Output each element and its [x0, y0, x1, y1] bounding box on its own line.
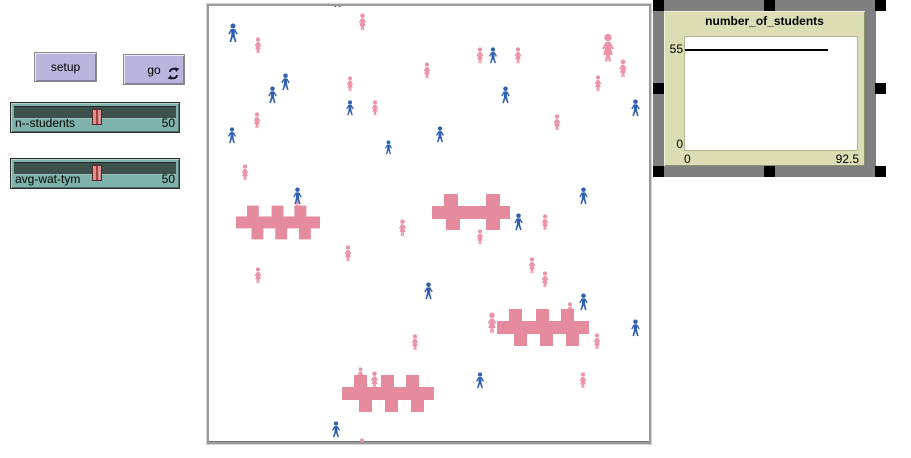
student-girl [409, 334, 421, 351]
student-boy [499, 86, 512, 104]
student-girl [526, 257, 538, 274]
student-girl [369, 100, 381, 116]
student-boy [487, 47, 499, 64]
student-boy [629, 319, 642, 337]
student-boy [434, 126, 446, 143]
student-girl [356, 438, 368, 445]
table [497, 307, 589, 347]
x-axis-max-label: 92.5 [835, 152, 859, 166]
student-boy [383, 140, 394, 155]
student-boy [344, 100, 356, 116]
plot-selection-frame: number_of_students 55 0 0 92.5 [653, 0, 886, 177]
selection-handle[interactable] [653, 83, 664, 94]
student-boy [577, 187, 590, 205]
slider-label: avg-wat-tym [15, 172, 81, 186]
setup-button-label: setup [50, 60, 81, 74]
student-girl [616, 59, 630, 78]
go-button-label: go [147, 62, 161, 77]
plot-title: number_of_students [705, 14, 824, 28]
slider-track[interactable] [14, 106, 176, 125]
selection-handle[interactable] [875, 166, 886, 177]
student-boy [226, 23, 240, 43]
selection-handle[interactable] [875, 83, 886, 94]
student-girl [474, 47, 486, 64]
y-axis-min-label: 0 [676, 137, 683, 151]
slider-value: 50 [161, 116, 175, 130]
go-button[interactable]: go [123, 54, 185, 85]
student-boy [266, 86, 279, 104]
student-girl [239, 164, 251, 181]
student-girl [512, 47, 524, 64]
table [432, 193, 512, 230]
plot-pen-line [685, 49, 828, 51]
slider-avg-wat-tym[interactable]: avg-wat-tym 50 [10, 158, 180, 189]
student-girl [551, 114, 563, 131]
student-girl [592, 75, 604, 92]
student-boy [331, 4, 344, 8]
student-boy [226, 127, 238, 144]
student-girl [591, 333, 603, 350]
selection-handle[interactable] [875, 0, 886, 11]
plot-number-of-students: number_of_students 55 0 0 92.5 [664, 11, 865, 166]
plot-area [684, 36, 858, 151]
forever-arrows-icon [167, 67, 180, 80]
slider-value: 50 [161, 172, 175, 186]
student-girl [484, 312, 500, 334]
student-boy [422, 282, 435, 300]
student-boy [629, 99, 642, 117]
selection-handle[interactable] [653, 166, 664, 177]
selection-handle[interactable] [764, 166, 775, 177]
student-boy [512, 213, 525, 231]
selection-handle[interactable] [653, 0, 664, 11]
student-girl [342, 245, 354, 262]
world-view[interactable] [207, 4, 651, 444]
slider-track[interactable] [14, 162, 176, 181]
student-girl [252, 267, 264, 284]
student-girl [577, 372, 589, 389]
slider-n-students[interactable]: n--students 50 [10, 102, 180, 133]
slider-label: n--students [15, 116, 76, 130]
student-boy [474, 372, 486, 389]
selection-handle[interactable] [764, 0, 775, 11]
student-boy [577, 293, 590, 311]
student-girl [539, 271, 551, 288]
student-girl [356, 13, 369, 31]
student-girl [368, 371, 381, 389]
student-girl [396, 219, 409, 237]
student-girl [251, 112, 263, 129]
student-boy [330, 421, 342, 438]
student-girl [252, 37, 264, 54]
slider-handle[interactable] [91, 109, 102, 125]
student-boy [279, 73, 292, 91]
student-girl [421, 62, 433, 79]
table [236, 203, 320, 241]
student-girl [344, 76, 356, 92]
slider-handle[interactable] [91, 165, 102, 181]
table [342, 373, 434, 413]
student-boy [291, 187, 304, 205]
student-girl [474, 229, 486, 245]
y-axis-max-label: 55 [669, 42, 683, 56]
student-girl [539, 214, 551, 231]
setup-button[interactable]: setup [34, 52, 97, 82]
x-axis-min-label: 0 [684, 152, 691, 166]
